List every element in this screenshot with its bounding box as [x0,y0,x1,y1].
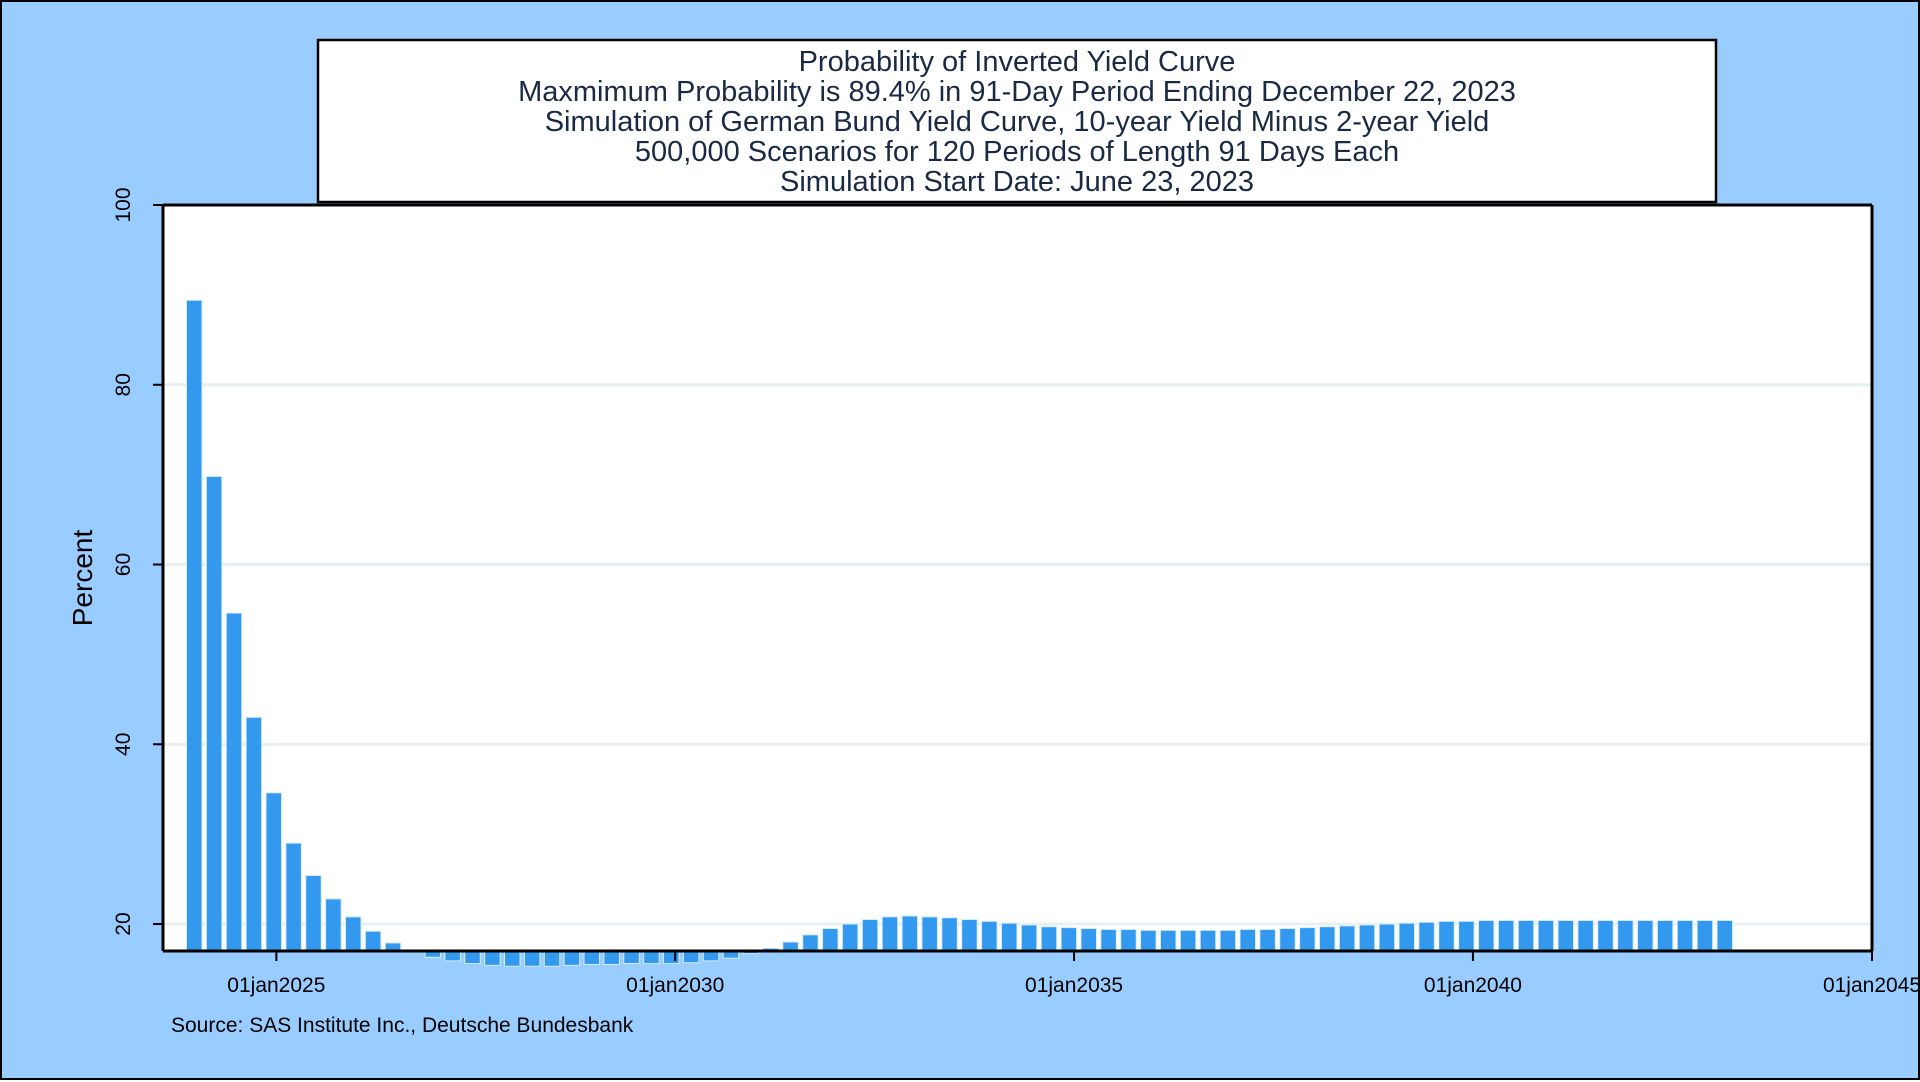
x-tick-label: 01jan2025 [227,974,325,997]
bar [861,919,879,952]
bar [841,923,859,952]
bar [1318,926,1336,952]
x-tick-label: 01jan2030 [626,974,724,997]
bar [1020,924,1038,952]
bar [1279,928,1296,952]
y-axis-label: Percent [67,530,98,627]
chart-subtitle-3: 500,000 Scenarios for 120 Periods of Len… [635,136,1399,168]
bar [1716,919,1734,952]
bar [981,920,998,952]
bar [1338,925,1356,952]
bar [1398,922,1415,952]
chart-subtitle-4: Simulation Start Date: June 23, 2023 [780,166,1254,198]
bar [1637,919,1654,952]
bar [245,716,263,952]
bar [1060,927,1078,952]
y-tick-label: 20 [112,912,135,935]
bar [1537,919,1555,952]
bar [1219,929,1237,952]
bar [1458,920,1475,952]
bar [1100,928,1117,952]
bar [1140,929,1157,952]
bar [1259,928,1276,952]
bar [305,875,322,952]
x-tick-label: 01jan2040 [1424,974,1522,997]
x-tick-label: 01jan2045 [1823,974,1920,997]
bar [1617,919,1634,952]
bar [1497,919,1515,952]
bar [1199,929,1217,952]
bar [1080,928,1097,952]
bar [1000,922,1018,952]
bar [1477,919,1495,952]
bar [464,950,481,965]
chart-subtitle-2: Simulation of German Bund Yield Curve, 1… [545,106,1490,138]
source-note: Source: SAS Institute Inc., Deutsche Bun… [171,1014,634,1037]
bar [1239,928,1256,952]
bar [1358,924,1376,952]
bar [643,950,660,965]
bar [1159,929,1177,952]
bar [205,475,223,952]
bar [822,928,839,952]
bar [1418,921,1435,952]
bar [1299,927,1316,952]
bar [941,917,958,952]
y-tick-label: 40 [112,733,135,756]
bar [921,916,938,952]
bar [1696,919,1714,952]
bar [185,299,203,952]
bar [881,916,899,952]
chart-subtitle-1: Maxmimum Probability is 89.4% in 91-Day … [518,76,1516,108]
bar [623,950,640,965]
bar [1557,919,1575,952]
bar [961,919,978,952]
bar [1517,919,1535,952]
x-axis-ticks: 01jan2025 01jan2030 01jan2035 01jan2040 01ja… [227,951,1920,997]
y-axis-ticks: 20 40 60 80 100 [112,187,163,936]
bar [1179,929,1197,952]
bar [265,792,282,952]
bar [1040,926,1058,952]
bar [603,950,620,965]
bar [682,950,700,964]
bar [504,950,521,967]
bar [225,612,243,952]
bar [285,842,302,952]
bar [523,950,541,967]
y-tick-label: 60 [112,553,135,576]
bar [1120,928,1137,952]
title-box [316,38,1718,204]
bar [1378,923,1396,952]
bar [1676,919,1694,952]
bar [345,916,362,952]
bar [802,934,819,952]
bar [1438,920,1455,952]
y-tick-label: 80 [112,373,135,396]
x-tick-label: 01jan2035 [1025,974,1123,997]
bar [543,950,561,967]
bar [901,915,919,952]
y-tick-label: 100 [112,187,135,222]
bar [563,950,581,966]
bar [364,930,382,952]
bar [663,950,680,965]
bar [1656,919,1674,952]
bars [185,299,1734,967]
bar [325,898,342,952]
bar [583,950,601,965]
bar [1577,919,1594,952]
bar [1597,919,1614,952]
plot-area [163,205,1872,951]
chart-title: Probability of Inverted Yield Curve [799,46,1236,78]
bar [484,950,501,966]
